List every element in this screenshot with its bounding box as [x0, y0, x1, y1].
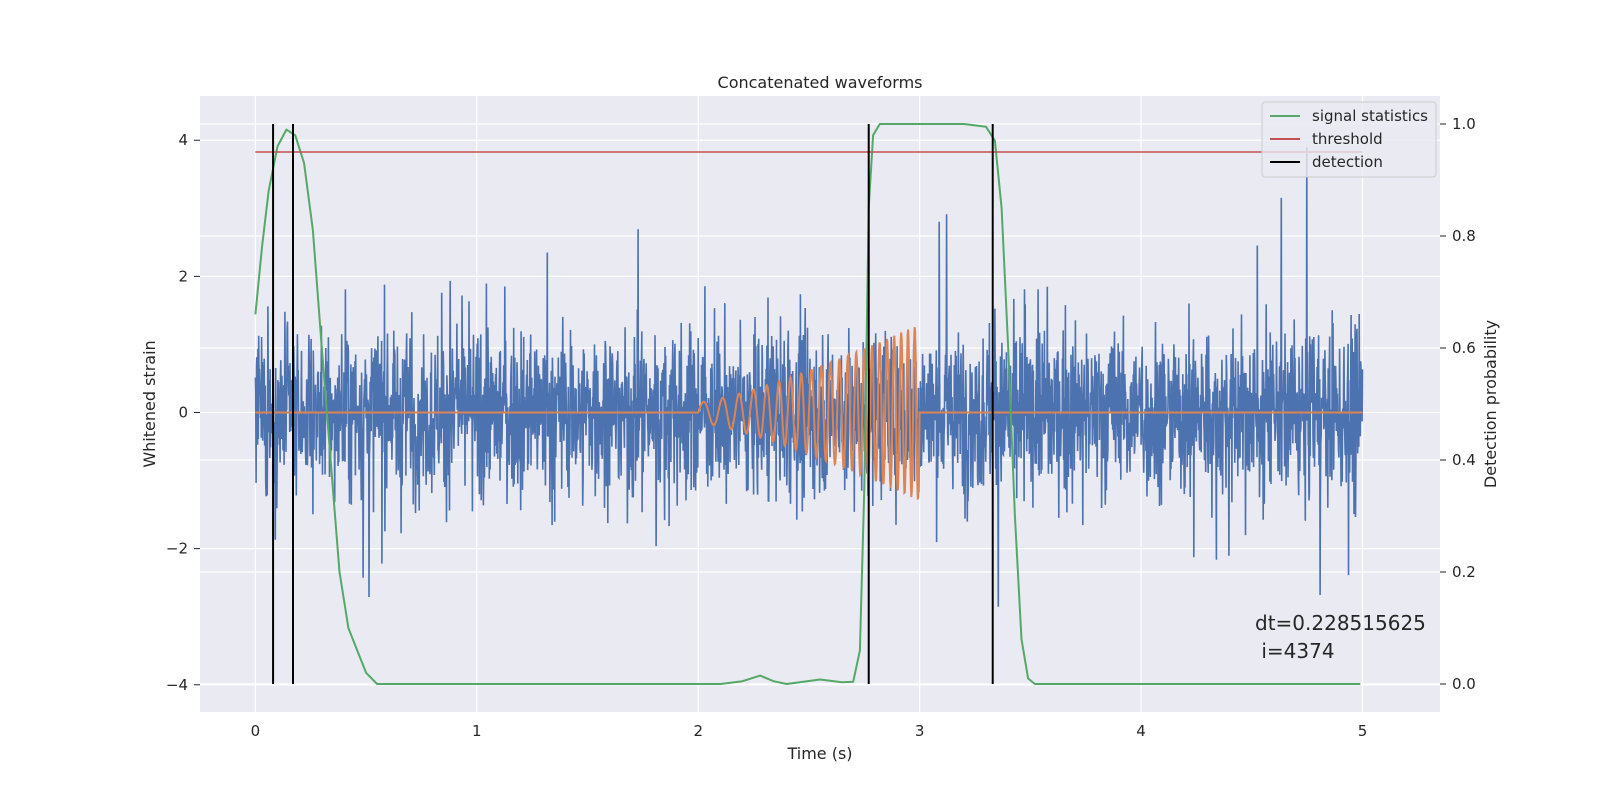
left-y-tick-label: −2 — [166, 540, 188, 558]
legend-label-detection: detection — [1312, 153, 1383, 171]
legend-label-signal-statistics: signal statistics — [1312, 107, 1428, 125]
left-y-tick-label: −4 — [166, 676, 188, 694]
data-layer — [254, 123, 1364, 685]
series-signal-statistics — [254, 123, 1361, 685]
left-y-tick-label: 4 — [178, 131, 188, 149]
right-y-tick-label: 0.6 — [1452, 339, 1476, 357]
x-axis-ticks: 0 1 2 3 4 5 — [251, 722, 1368, 740]
right-y-axis-label: Detection probability — [1481, 320, 1500, 488]
left-axis-ticks: −4 −2 0 2 4 — [166, 131, 200, 694]
x-tick-label: 2 — [693, 722, 703, 740]
legend-label-threshold: threshold — [1312, 130, 1383, 148]
left-y-axis-label: Whitened strain — [140, 340, 159, 467]
x-tick-label: 4 — [1136, 722, 1146, 740]
annotation-dt: dt=0.228515625 — [1255, 611, 1426, 635]
legend: signal statistics threshold detection — [1261, 101, 1437, 178]
right-axis-ticks: 0.0 0.2 0.4 0.6 0.8 1.0 — [1440, 115, 1476, 693]
right-y-tick-label: 0.2 — [1452, 563, 1476, 581]
legend-box — [1261, 101, 1437, 178]
x-tick-label: 3 — [915, 722, 925, 740]
left-y-tick-label: 0 — [178, 404, 188, 422]
left-y-tick-label: 2 — [178, 267, 188, 285]
series-injected-waveform — [255, 327, 1363, 501]
series-whitened-strain — [254, 146, 1364, 607]
x-tick-label: 0 — [251, 722, 261, 740]
right-y-tick-label: 0.0 — [1452, 675, 1476, 693]
x-tick-label: 1 — [472, 722, 482, 740]
chart-title: Concatenated waveforms — [718, 73, 923, 92]
x-axis-label: Time (s) — [786, 744, 852, 763]
x-tick-label: 5 — [1358, 722, 1368, 740]
annotation-index: i=4374 — [1255, 639, 1335, 663]
right-y-tick-label: 1.0 — [1452, 115, 1476, 133]
right-y-tick-label: 0.8 — [1452, 227, 1476, 245]
right-y-tick-label: 0.4 — [1452, 451, 1476, 469]
